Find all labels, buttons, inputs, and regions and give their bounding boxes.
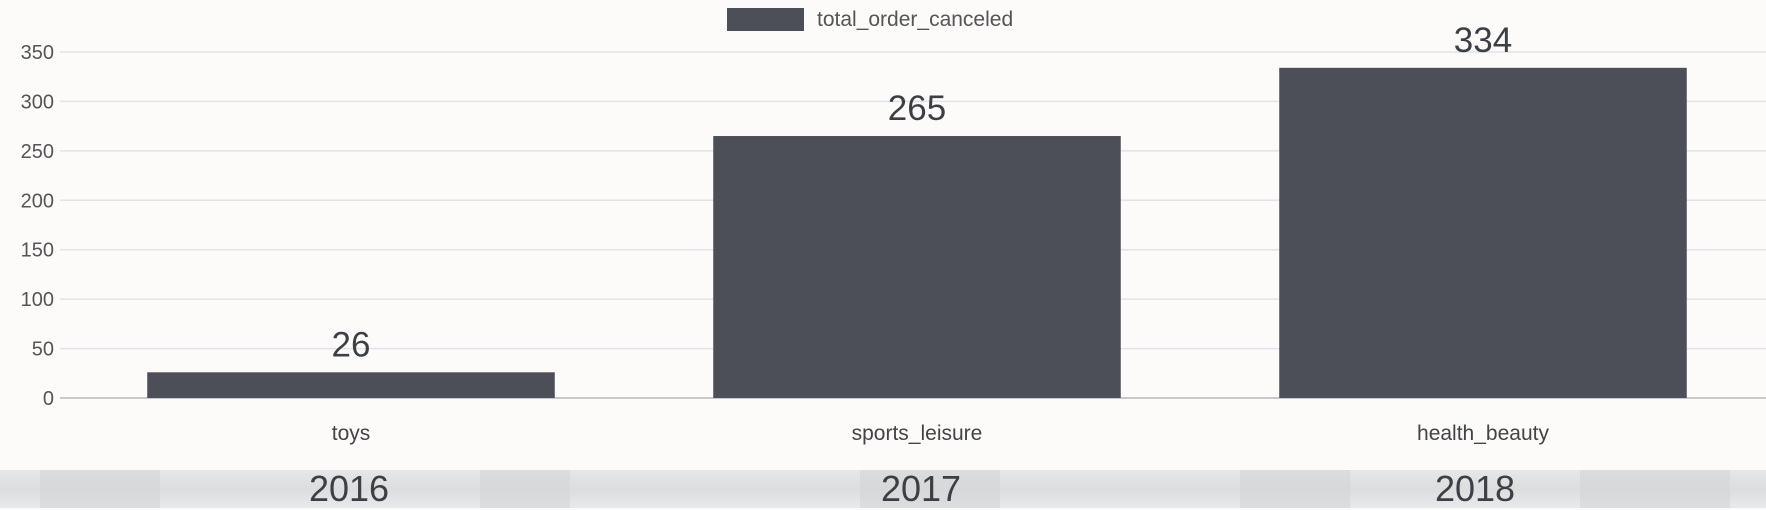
y-tick-label: 250 — [21, 141, 54, 163]
band-texture — [480, 470, 570, 508]
legend-swatch — [727, 8, 804, 31]
bar-sports_leisure — [713, 136, 1121, 398]
y-axis-ticks: 0 50 100 150 200 250 300 350 — [21, 42, 54, 410]
data-label: 265 — [888, 89, 946, 128]
year-label-2018: 2018 — [1434, 468, 1516, 509]
y-tick-label: 200 — [21, 190, 54, 212]
x-axis-ticks: toys sports_leisure health_beauty — [332, 422, 1550, 445]
x-tick-label: sports_leisure — [852, 422, 983, 445]
x-tick-label: toys — [332, 422, 371, 445]
y-tick-label: 0 — [43, 388, 54, 410]
bottom-background-band — [0, 470, 1766, 508]
year-label-2016: 2016 — [308, 468, 390, 509]
legend-label: total_order_canceled — [817, 8, 1013, 31]
year-label-2017: 2017 — [880, 468, 962, 509]
data-label: 26 — [332, 325, 371, 364]
band-texture — [1240, 470, 1350, 508]
chart-legend[interactable]: total_order_canceled — [727, 8, 1013, 31]
y-tick-label: 150 — [21, 240, 54, 262]
data-labels: 26 265 334 — [332, 21, 1513, 364]
y-tick-label: 350 — [21, 42, 54, 64]
bars — [147, 67, 1687, 399]
x-tick-label: health_beauty — [1417, 422, 1549, 445]
band-texture — [40, 470, 160, 508]
bar-chart: total_order_canceled 0 50 100 150 200 250 300 3… — [21, 8, 1766, 445]
bar-toys — [147, 372, 555, 398]
y-tick-label: 50 — [32, 339, 54, 361]
bar-health_beauty — [1279, 67, 1687, 399]
y-tick-label: 300 — [21, 91, 54, 113]
band-texture — [860, 470, 1000, 508]
data-label: 334 — [1454, 21, 1512, 60]
y-tick-label: 100 — [21, 289, 54, 311]
band-texture — [1580, 470, 1730, 508]
